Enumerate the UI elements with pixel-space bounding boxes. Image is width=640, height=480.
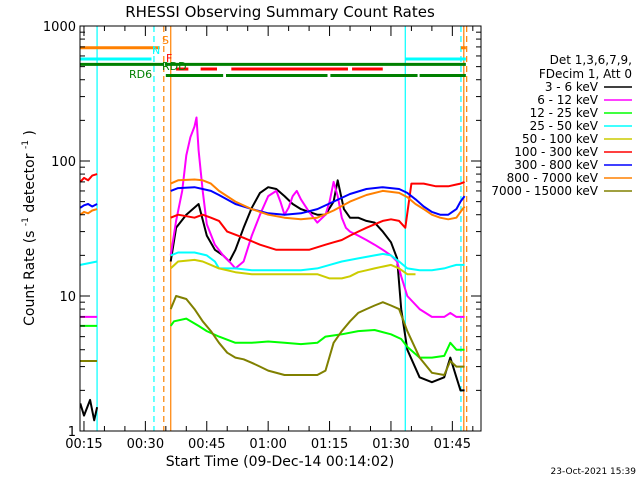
vertical-markers: [96, 26, 468, 431]
series-300-800-kev: [80, 186, 466, 216]
plot-area: [80, 26, 468, 431]
timestamp: 23-Oct-2021 15:39: [551, 467, 637, 477]
y-axis-label-sup1: -1: [21, 217, 31, 226]
series-100-300-kev: [80, 173, 465, 251]
series-7000-15000-kev: [80, 295, 465, 376]
y-tick-label: 1000: [43, 20, 76, 35]
legend-label: 800 - 7000 keV: [507, 171, 599, 185]
flag-label-s: S: [162, 34, 169, 47]
x-tick-label: 00:45: [188, 437, 225, 452]
y-axis-label-mid: detector: [22, 153, 38, 212]
x-tick-label: 01:30: [372, 437, 409, 452]
x-axis-label: Start Time (09-Dec-14 00:14:02): [166, 454, 394, 470]
legend-label: 25 - 50 keV: [530, 119, 599, 133]
y-axis-label-end: ): [22, 130, 38, 135]
flag-bars: [80, 46, 466, 77]
y-tick-label: 1: [68, 425, 76, 440]
chart-title: RHESSI Observing Summary Count Rates: [125, 3, 435, 21]
flag-labels: S N F RDD RD6: [129, 34, 187, 81]
x-tick-label: 00:15: [65, 437, 102, 452]
legend-label: 100 - 300 keV: [514, 145, 598, 159]
flag-label-rd6: RD6: [129, 68, 152, 81]
legend-label: 7000 - 15000 keV: [491, 184, 598, 198]
legend-label: 300 - 800 keV: [514, 158, 598, 172]
legend-label: 6 - 12 keV: [537, 93, 599, 107]
series-25-50-kev: [80, 251, 465, 272]
plot-frame: [79, 25, 482, 432]
flag-label-f: F: [166, 52, 172, 65]
x-axis: 00:15 00:30 00:45 01:00 01:15 01:30 01:45: [65, 26, 474, 452]
legend: Det 1,3,6,7,9, FDecim 1, Att 0 3 - 6 keV…: [491, 53, 632, 198]
y-axis: 1 10 100 1000: [43, 20, 481, 440]
legend-header-1: Det 1,3,6,7,9,: [550, 53, 632, 67]
x-tick-label: 01:45: [434, 437, 471, 452]
series-800-7000-kev: [80, 178, 466, 221]
y-axis-label: Count Rate (s -1 detector -1 ): [16, 130, 38, 326]
flag-label-n: N: [152, 44, 160, 57]
legend-label: 12 - 25 keV: [530, 106, 599, 120]
series-12-25-kev: [80, 317, 465, 359]
legend-label: 3 - 6 keV: [545, 80, 599, 94]
y-tick-label: 10: [59, 290, 76, 305]
y-tick-label: 100: [51, 155, 76, 170]
series-50-100-kev: [170, 258, 416, 280]
x-tick-label: 00:30: [127, 437, 164, 452]
y-axis-label-main: Count Rate (s: [22, 231, 38, 326]
series-lines: [80, 116, 466, 422]
x-tick-label: 01:15: [311, 437, 348, 452]
legend-header-2: FDecim 1, Att 0: [539, 67, 632, 81]
x-tick-label: 01:00: [249, 437, 286, 452]
legend-label: 50 - 100 keV: [522, 132, 599, 146]
y-axis-label-sup2: -1: [21, 140, 31, 149]
flag-label-rdd: RDD: [162, 60, 187, 73]
